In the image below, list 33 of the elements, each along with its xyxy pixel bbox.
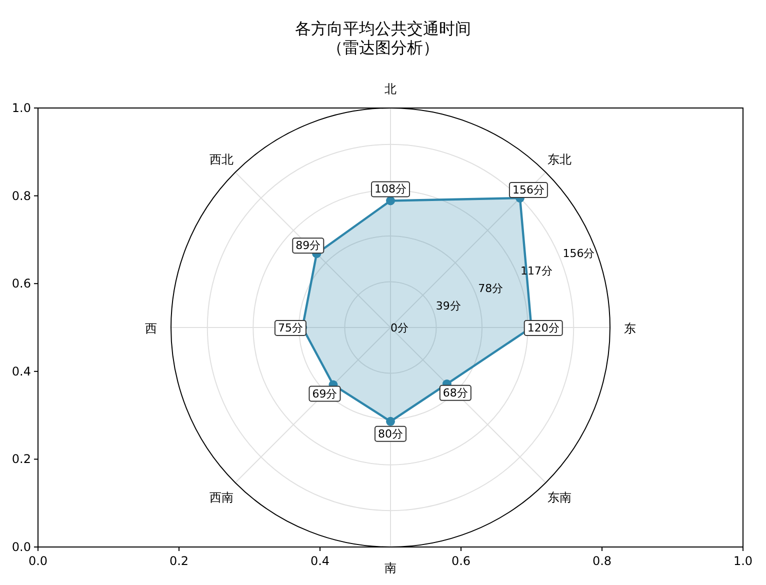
data-label: 68分 xyxy=(442,386,468,400)
data-label: 108分 xyxy=(374,182,406,196)
y-tick-label: 39分 xyxy=(436,299,461,312)
x-tick-label: 0.2 xyxy=(169,554,189,568)
y-tick-label: 0分 xyxy=(390,322,408,334)
spoke-label: 西 xyxy=(145,322,158,336)
y-tick-label: 0.6 xyxy=(12,276,31,291)
spoke-label: 北 xyxy=(384,82,396,96)
y-tick-label: 0.0 xyxy=(12,540,31,554)
y-tick-label: 78分 xyxy=(478,282,504,295)
x-tick-label: 0.0 xyxy=(28,554,48,568)
chart-subtitle: （雷达图分析） xyxy=(327,38,439,57)
x-tick-label: 0.4 xyxy=(310,554,330,568)
data-label: 75分 xyxy=(278,322,303,334)
spoke-label: 南 xyxy=(384,560,396,575)
spoke-label: 东北 xyxy=(548,152,572,166)
data-label: 120分 xyxy=(527,322,560,334)
data-label: 80分 xyxy=(378,427,403,440)
spoke-label: 东 xyxy=(624,322,636,336)
spoke-label: 西南 xyxy=(209,490,234,505)
y-tick-label: 0.2 xyxy=(12,452,31,466)
data-label: 69分 xyxy=(312,387,338,400)
spoke-label: 东南 xyxy=(548,490,572,505)
y-tick-label: 0.8 xyxy=(12,188,31,203)
chart-title: 各方向平均公共交通时间 xyxy=(295,19,471,38)
x-tick-label: 0.8 xyxy=(592,554,612,568)
data-label: 89分 xyxy=(296,239,321,252)
y-tick-label: 0.4 xyxy=(12,364,31,378)
x-tick-label: 0.6 xyxy=(451,554,471,568)
y-tick-label: 1.0 xyxy=(12,101,31,115)
x-tick-label: 1.0 xyxy=(733,554,753,568)
data-label: 156分 xyxy=(512,184,544,197)
spoke-label: 西北 xyxy=(209,152,234,166)
